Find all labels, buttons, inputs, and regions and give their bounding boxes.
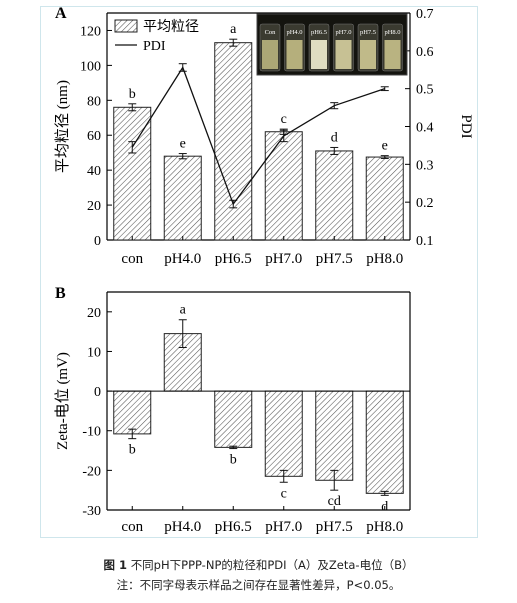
bar (315, 390, 354, 481)
x-tick-label: pH6.5 (215, 251, 252, 267)
significance-label: b (129, 87, 136, 102)
legend-bar-swatch (114, 19, 138, 33)
right-y-axis-label: PDI (458, 114, 474, 138)
x-tick-label: pH4.0 (164, 519, 201, 535)
right-y-tick-label: 0.7 (416, 7, 434, 22)
right-y-tick-label: 0.1 (416, 234, 434, 249)
significance-label: c (281, 486, 287, 501)
inset-jar-label: pH7.5 (360, 29, 376, 36)
y-tick-label: -10 (82, 425, 101, 440)
panel-label: B (55, 285, 66, 302)
x-tick-label: pH7.0 (265, 519, 302, 535)
inset-jar-label: pH4.0 (286, 29, 302, 36)
significance-label: b (129, 443, 136, 458)
significance-label: a (230, 22, 237, 37)
right-y-tick-label: 0.4 (416, 121, 434, 136)
bar (365, 390, 404, 494)
y-tick-label: -20 (82, 464, 101, 479)
y-tick-label: 40 (87, 164, 101, 179)
inset-jar-label: pH7.0 (335, 29, 351, 36)
inset-jar-label: pH8.0 (384, 29, 400, 36)
y-tick-label: -30 (82, 504, 101, 519)
y-axis-label: Zeta-电位 (mV) (54, 352, 71, 450)
significance-label: cd (328, 494, 341, 509)
y-tick-label: 0 (94, 234, 101, 249)
significance-label: b (230, 453, 237, 468)
bar (113, 106, 152, 241)
x-tick-label: pH7.5 (316, 251, 353, 267)
x-tick-label: pH8.0 (366, 251, 403, 267)
y-tick-label: 0 (94, 385, 101, 400)
caption-title-line: 图 1 不同pH下PPP-NP的粒径和PDI（A）及Zeta-电位（B） (0, 555, 517, 575)
bar (163, 155, 202, 241)
x-tick-label: con (121, 251, 143, 267)
right-y-tick-label: 0.2 (416, 196, 434, 211)
inset-photo (256, 13, 408, 76)
bar (264, 131, 303, 241)
y-tick-label: 20 (87, 306, 101, 321)
x-tick-label: pH8.0 (366, 519, 403, 535)
inset-jar-liquid (311, 40, 327, 69)
right-y-tick-label: 0.5 (416, 83, 434, 98)
significance-label: e (382, 139, 388, 154)
x-tick-label: pH6.5 (215, 519, 252, 535)
inset-jar-label: pH6.5 (311, 29, 327, 36)
significance-label: e (180, 137, 186, 152)
y-tick-label: 20 (87, 199, 101, 214)
bar (214, 390, 253, 448)
x-tick-label: pH4.0 (164, 251, 201, 267)
inset-jar-liquid (286, 40, 303, 69)
figure-frame (40, 6, 478, 538)
y-tick-label: 100 (80, 59, 101, 74)
y-tick-label: 80 (87, 94, 101, 109)
x-tick-label: pH7.0 (265, 251, 302, 267)
y-tick-label: 10 (87, 345, 101, 360)
bar (113, 390, 152, 435)
bar (315, 150, 354, 241)
bar (214, 42, 253, 241)
legend-line-label: PDI (143, 39, 166, 54)
caption-figure-number: 图 1 (103, 558, 128, 572)
bar (264, 390, 303, 477)
y-tick-label: 120 (80, 24, 101, 39)
caption-note: 注：不同字母表示样品之间存在显著性差异，P<0.05。 (116, 578, 401, 592)
significance-label: c (281, 112, 287, 127)
significance-label: a (180, 303, 187, 318)
inset-jar-liquid (262, 40, 278, 69)
inset-jar-liquid (384, 40, 401, 69)
right-y-tick-label: 0.6 (416, 45, 434, 60)
right-y-tick-label: 0.3 (416, 158, 434, 173)
x-tick-label: con (121, 519, 143, 535)
inset-jar-liquid (360, 40, 376, 69)
x-tick-label: pH7.5 (316, 519, 353, 535)
bar (365, 156, 404, 241)
inset-jar-liquid (335, 40, 352, 69)
pdi-line (131, 66, 385, 206)
caption-title: 不同pH下PPP-NP的粒径和PDI（A）及Zeta-电位（B） (130, 558, 414, 572)
legend-bar-label: 平均粒径 (143, 19, 199, 35)
y-axis-label: 平均粒径 (nm) (54, 80, 71, 173)
panel-label: A (55, 5, 67, 22)
inset-jar-label: Con (265, 29, 277, 36)
y-tick-label: 60 (87, 129, 101, 144)
figure-caption: 图 1 不同pH下PPP-NP的粒径和PDI（A）及Zeta-电位（B） 注：不… (0, 555, 517, 595)
significance-label: d (331, 130, 338, 145)
